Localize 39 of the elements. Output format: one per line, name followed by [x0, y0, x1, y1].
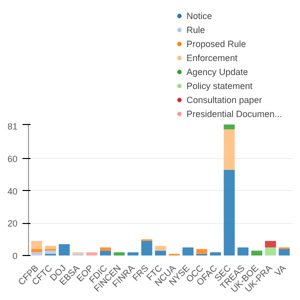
y-tick-label: 40: [7, 186, 18, 196]
bar: [58, 244, 70, 256]
legend-label: Consultation paper: [186, 94, 262, 105]
bar: [141, 240, 152, 256]
y-tick-label: 81: [7, 122, 18, 132]
bar: [31, 252, 42, 256]
bar: [224, 129, 235, 170]
bar: [86, 252, 98, 256]
bar: [31, 249, 42, 252]
bar: [278, 249, 290, 256]
bar: [114, 252, 125, 256]
y-tick-label: 60: [7, 154, 18, 164]
legend-label: Proposed Rule: [186, 38, 246, 49]
bar: [155, 246, 166, 251]
legend-label: Notice: [186, 10, 212, 21]
legend-label: Agency Update: [186, 66, 248, 77]
y-tick-label: 20: [7, 218, 18, 229]
bar: [128, 252, 138, 256]
bar: [31, 240, 42, 250]
bar: [155, 250, 166, 256]
legend-label: Presidential Documen...: [186, 108, 282, 119]
bar: [45, 250, 56, 254]
bar: [182, 247, 194, 256]
bar: [100, 247, 111, 251]
legend-label: Policy statement: [186, 80, 252, 91]
bar: [224, 170, 235, 256]
y-tick-label: 0: [12, 251, 18, 261]
legend-label: Enforcement: [186, 52, 238, 63]
bar: [224, 124, 235, 130]
x-tick-label: VA: [272, 262, 288, 278]
bar: [196, 249, 208, 254]
bar: [238, 247, 248, 256]
bar: [210, 252, 221, 256]
bar: [265, 247, 276, 256]
legend-label: Rule: [186, 24, 206, 35]
bar: [100, 250, 111, 256]
bar: [265, 240, 276, 248]
bar: [45, 246, 56, 250]
bar: [251, 250, 262, 256]
